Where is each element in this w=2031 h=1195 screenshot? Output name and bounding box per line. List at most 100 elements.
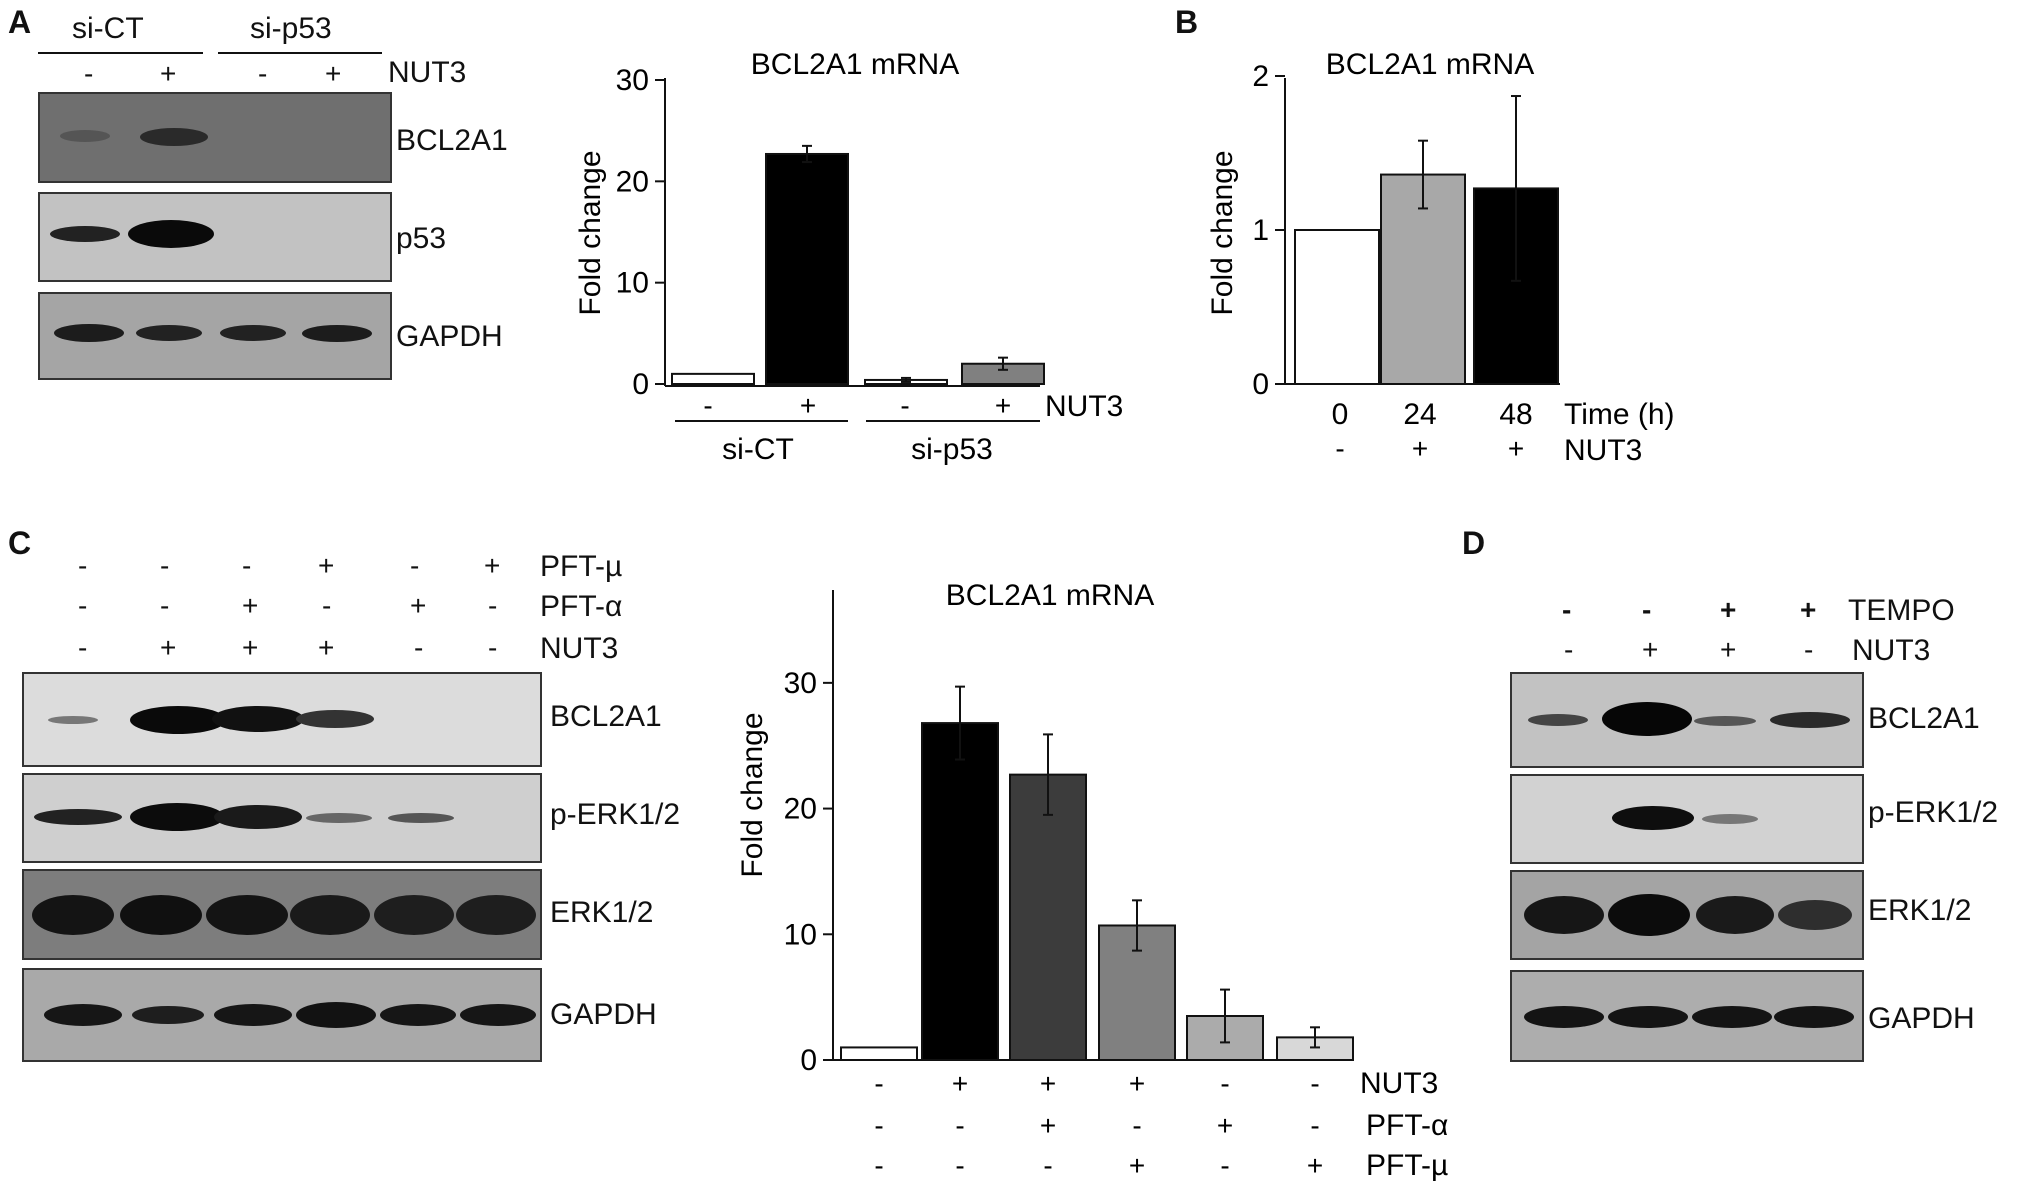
chart-a-group-label: si-p53 [911, 433, 993, 466]
chart-c-sign: - [1310, 1068, 1319, 1099]
blot-band [214, 1004, 292, 1026]
nut3-sign: + [325, 58, 342, 89]
y-tick-label: 10 [616, 267, 649, 300]
blot-band [44, 1004, 122, 1026]
chart-c-sign: - [874, 1150, 883, 1181]
blot-label-p-erk: p-ERK1/2 [550, 798, 681, 831]
nut3-sign: + [1642, 634, 1659, 665]
blot-band [388, 813, 454, 823]
pft-mu-sign: - [78, 550, 88, 581]
chart-c-ticks: 0 10 20 30 [784, 667, 833, 1077]
chart-c-bars [840, 685, 1354, 1062]
nut3-sign: - [78, 632, 88, 663]
chart-a-bars [671, 144, 1045, 386]
chart-c-sign: + [1307, 1150, 1323, 1181]
chart-c-sign: - [955, 1110, 964, 1141]
y-tick-label: 0 [1252, 368, 1269, 401]
chart-c-sign: - [1220, 1150, 1229, 1181]
bar [921, 722, 999, 1061]
tempo-label: TEMPO [1848, 594, 1955, 627]
blot-band [212, 706, 304, 732]
chart-b-title: BCL2A1 mRNA [1326, 48, 1534, 81]
blot-band [1608, 894, 1690, 936]
blot-band [50, 226, 120, 242]
blot-band [1524, 1006, 1604, 1028]
blot-p-erk [1510, 774, 1864, 864]
blot-band [130, 706, 226, 734]
blot-band [1774, 1006, 1854, 1028]
blot-bcl2a1 [38, 92, 392, 183]
group-line-si-p53 [218, 52, 382, 54]
blot-band [1702, 814, 1758, 824]
chart-a-ylabel: Fold change [574, 150, 607, 315]
pft-alpha-sign: - [160, 590, 170, 621]
pft-alpha-sign: - [488, 590, 498, 621]
pft-mu-label: PFT-µ [540, 550, 623, 583]
blot-band [220, 325, 286, 341]
chart-a-sign: + [995, 390, 1011, 421]
pft-mu-sign: + [484, 550, 501, 581]
blot-band [60, 130, 110, 142]
group-label-si-ct: si-CT [72, 12, 144, 45]
chart-b-sign: - [1335, 433, 1344, 464]
nut3-sign: - [1804, 634, 1814, 665]
chart-a-sign: - [900, 390, 909, 421]
blot-p53 [38, 192, 392, 282]
tempo-sign: - [1562, 594, 1572, 625]
blot-band [206, 895, 288, 935]
blot-band [132, 1006, 204, 1024]
blot-bcl2a1 [1510, 672, 1864, 768]
blot-band [1778, 900, 1852, 930]
tempo-sign: - [1642, 594, 1652, 625]
y-tick-label: 0 [800, 1044, 817, 1077]
chart-c-ylabel: Fold change [736, 712, 769, 877]
nut3-sign: + [160, 632, 177, 663]
blot-band [302, 325, 372, 342]
chart-a-sign: - [703, 390, 712, 421]
nut3-sign: + [242, 632, 259, 663]
blot-band [34, 809, 122, 825]
chart-c-sign: - [955, 1150, 964, 1181]
blot-band [136, 325, 202, 341]
chart-b-sign: + [1508, 433, 1524, 464]
pft-mu-sign: - [242, 550, 252, 581]
blot-label-bcl2a1: BCL2A1 [1868, 702, 1980, 735]
panel-letter-a: A [8, 4, 32, 40]
y-tick-label: 0 [632, 368, 649, 401]
y-tick-label: 20 [616, 165, 649, 198]
chart-a-ticks: 0 10 20 30 [616, 64, 665, 401]
nut3-sign: - [258, 58, 268, 89]
panel-letter-b: B [1175, 4, 1199, 40]
y-tick-label: 30 [784, 667, 817, 700]
group-line-si-ct [38, 52, 203, 54]
blot-label-p-erk: p-ERK1/2 [1868, 796, 1999, 829]
nut3-sign: + [318, 632, 335, 663]
blot-band [120, 895, 202, 935]
blot-band [128, 220, 214, 248]
blot-band [1608, 1006, 1688, 1028]
chart-c-sign-rows: - + + + - - - - + - + - - - - + - + [874, 1068, 1323, 1181]
chart-b-ticks: 0 1 2 [1252, 60, 1285, 401]
bar [765, 152, 849, 385]
chart-a-treatment-label: NUT3 [1045, 390, 1123, 423]
chart-b-bars [1294, 95, 1559, 385]
blot-erk [22, 869, 542, 960]
nut3-label: NUT3 [540, 632, 619, 665]
nut3-sign: + [160, 58, 177, 89]
tempo-sign: + [1720, 594, 1737, 625]
pft-alpha-sign: + [410, 590, 427, 621]
blot-label-bcl2a1: BCL2A1 [550, 700, 662, 733]
y-tick-label: 1 [1252, 214, 1269, 247]
blot-band [306, 813, 372, 823]
blot-band [374, 895, 454, 935]
chart-c-sign: + [1129, 1068, 1145, 1099]
chart-a-group-label: si-CT [722, 433, 794, 466]
pft-alpha-sign: - [322, 590, 332, 621]
blot-band [1524, 896, 1604, 934]
chart-b-time-label: 0 [1332, 398, 1349, 431]
blot-band [296, 1002, 376, 1028]
blot-label-erk: ERK1/2 [1868, 894, 1972, 927]
blot-label-bcl2a1: BCL2A1 [396, 124, 508, 157]
